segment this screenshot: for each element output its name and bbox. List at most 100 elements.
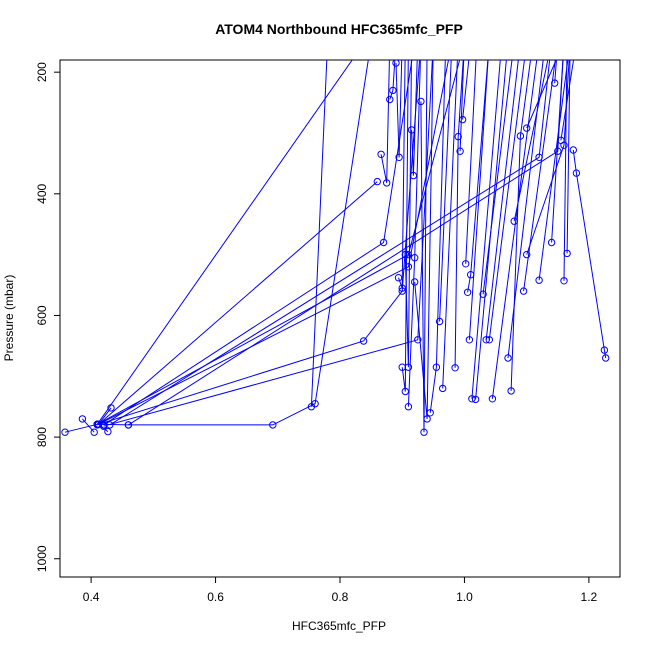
profile-line (103, 60, 433, 427)
profile-line (510, 60, 531, 391)
data-point (535, 153, 543, 162)
data-point (572, 169, 581, 177)
x-tick-label: 0.6 (207, 590, 224, 604)
chart-title: ATOM4 Northbound HFC365mfc_PFP (215, 21, 463, 37)
data-point (414, 336, 422, 344)
data-point (107, 404, 115, 412)
data-point (519, 287, 528, 295)
profile-line (389, 60, 396, 100)
profile-line (538, 60, 569, 281)
profile-line (411, 60, 418, 176)
data-point (373, 177, 381, 186)
profile-line (97, 60, 449, 426)
profile-line (482, 60, 513, 295)
data-point (547, 238, 556, 247)
data-point (78, 415, 87, 423)
x-tick-label: 0.4 (83, 590, 100, 604)
profile-line (526, 60, 570, 255)
y-tick-label: 600 (35, 305, 49, 325)
profile-line (439, 60, 452, 322)
profile-line (97, 60, 369, 426)
data-point (93, 421, 102, 429)
data-point (569, 146, 577, 154)
data-point (404, 403, 413, 411)
profile-line (454, 60, 464, 368)
data-point (563, 249, 571, 258)
profile-line (404, 60, 412, 368)
data-point (454, 132, 462, 141)
data-point (462, 260, 470, 268)
data-point (124, 421, 133, 429)
data-point (417, 97, 425, 106)
data-point (398, 287, 406, 295)
data-point (516, 132, 525, 140)
data-point (507, 387, 515, 395)
data-point (307, 403, 316, 411)
profile-line (526, 60, 557, 129)
profile-line (523, 60, 556, 292)
data-point (485, 336, 493, 344)
data-point (600, 346, 609, 354)
data-point (392, 60, 400, 67)
profile-line (462, 60, 470, 120)
data-point (467, 271, 475, 279)
data-point (510, 217, 518, 225)
data-point (90, 428, 98, 436)
data-point (377, 150, 385, 159)
data-point (359, 337, 368, 345)
data-point (471, 395, 480, 404)
data-point (523, 124, 531, 132)
profile-line (64, 423, 98, 433)
data-point (602, 354, 610, 362)
data-point (432, 363, 441, 371)
data-point (411, 254, 419, 262)
data-point (468, 395, 476, 403)
data-point (401, 387, 409, 396)
data-point (420, 428, 428, 436)
profile-line (465, 60, 477, 264)
x-axis-label: HFC365mfc_PFP (292, 619, 386, 633)
x-tick-label: 1.2 (581, 590, 598, 604)
data-point (394, 274, 403, 282)
profile-line (407, 60, 421, 407)
plot-points (61, 60, 610, 436)
y-axis: 200 400 600 800 1000 (35, 62, 60, 572)
data-point (439, 384, 447, 393)
data-point (383, 179, 391, 187)
data-point (456, 147, 464, 155)
data-point (407, 126, 416, 134)
data-point (488, 395, 497, 403)
data-point (404, 263, 413, 271)
data-point (411, 278, 419, 286)
profile-line (420, 60, 428, 433)
profile-line (103, 60, 413, 426)
data-point (435, 317, 444, 326)
data-point (401, 250, 409, 259)
y-tick-label: 800 (35, 427, 49, 447)
profile-line (513, 60, 549, 222)
data-point (404, 250, 413, 259)
data-point (479, 290, 487, 298)
data-point (61, 428, 69, 436)
data-point (463, 288, 472, 296)
data-point (379, 238, 388, 247)
data-point (404, 363, 413, 371)
data-point (386, 95, 394, 104)
profile-line (554, 60, 557, 84)
data-point (409, 171, 418, 180)
data-point (395, 153, 403, 162)
profile-line (395, 60, 403, 158)
y-tick-label: 400 (35, 183, 49, 203)
x-tick-label: 1.0 (456, 590, 473, 604)
profile-line (96, 60, 353, 425)
profile-line (380, 60, 390, 183)
data-point (458, 115, 467, 124)
profile-line (560, 60, 575, 141)
profile-line (563, 60, 568, 281)
profile-line (97, 181, 378, 432)
data-point (560, 277, 568, 285)
plot-frame (59, 59, 621, 578)
y-tick-label: 200 (35, 62, 49, 82)
profile-line (488, 60, 525, 340)
y-axis-label: Pressure (mbar) (2, 275, 16, 362)
